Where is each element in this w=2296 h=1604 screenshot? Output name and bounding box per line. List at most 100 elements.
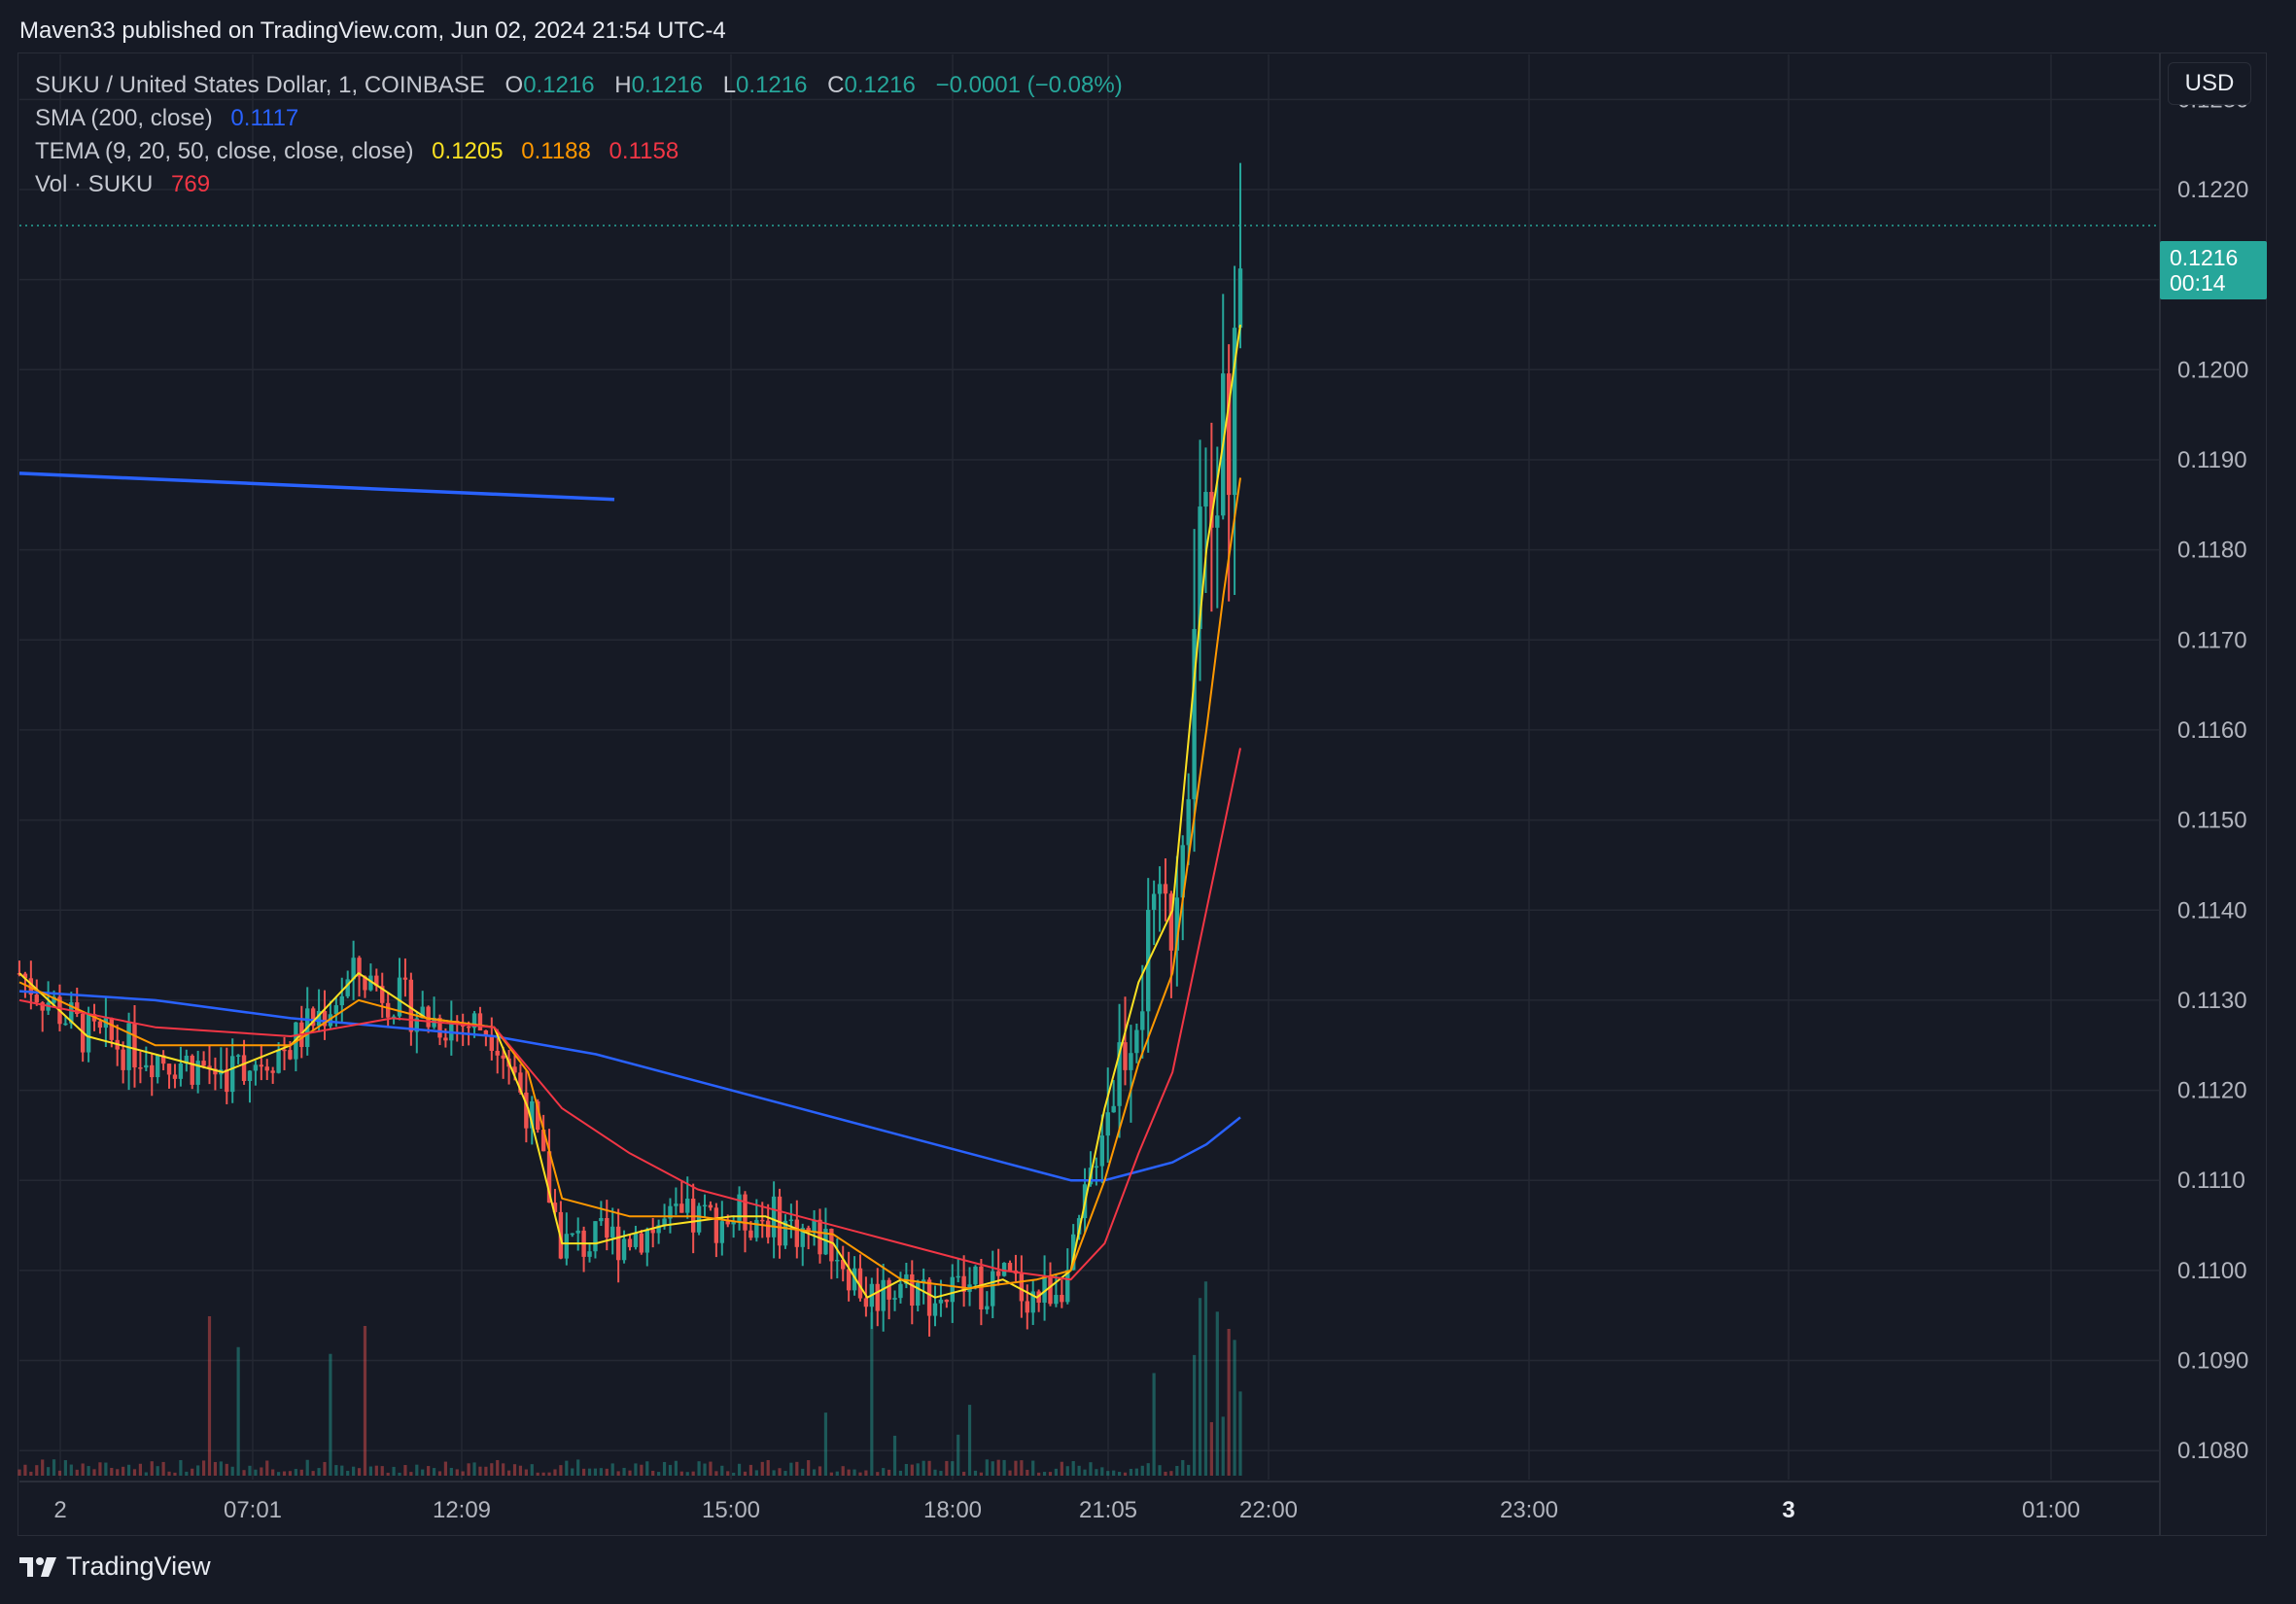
volume-bar [778,1468,782,1476]
volume-bar [1140,1465,1144,1476]
candle-body [155,1055,160,1078]
volume-bar [720,1465,724,1476]
volume-bar [248,1465,252,1476]
candle-body [926,1279,932,1316]
volume-bar [455,1469,459,1476]
candle-body [1192,629,1197,800]
price-tick-label: 0.1090 [2177,1348,2248,1375]
symbol-label[interactable]: SUKU / United States Dollar, 1, COINBASE [35,72,485,98]
candle-body [172,1074,178,1079]
sma-label[interactable]: SMA (200, close) [35,105,213,131]
candle-body [1019,1273,1025,1302]
candle-body [938,1299,944,1304]
volume-bar [645,1461,649,1476]
candle-body [536,1100,540,1131]
volume-bar [518,1465,523,1476]
volume-bar [657,1472,661,1476]
volume-bar [945,1460,949,1476]
candle-body [253,1064,259,1071]
candle-body [150,1064,155,1078]
volume-bar [334,1465,338,1476]
tema-label[interactable]: TEMA (9, 20, 50, close, close, close) [35,138,414,164]
volume-bar [541,1472,545,1476]
volume-bar [357,1468,362,1476]
volume-bar [674,1460,678,1476]
volume-bar [1181,1459,1185,1476]
candle-body [674,1203,678,1206]
candle-body [420,1006,425,1019]
legend-volume-row[interactable]: Vol · SUKU 769 [35,171,214,198]
candle-body [391,1016,397,1019]
candle-body [1060,1295,1064,1303]
candle-body [835,1259,840,1262]
candle-body [282,1049,287,1052]
candle-body [225,1069,229,1093]
footer-brand[interactable]: TradingView [19,1552,211,1582]
volume-bar [1071,1461,1075,1476]
volume-label[interactable]: Vol · SUKU [35,171,154,197]
volume-bar [640,1464,644,1476]
candle-body [846,1269,852,1291]
candle-body [524,1092,529,1129]
candle-body [1001,1263,1007,1276]
price-tick-label: 0.1180 [2177,538,2247,564]
candle-body [437,1018,442,1038]
candle-body [63,1023,68,1026]
candle-body [368,975,373,991]
volume-bar [41,1459,45,1476]
candle-body [1174,897,1180,951]
volume-bar [576,1459,580,1476]
legend-tema-row[interactable]: TEMA (9, 20, 50, close, close, close) 0.… [35,138,682,165]
volume-bar [1175,1466,1179,1476]
currency-button[interactable]: USD [2168,62,2251,105]
close-value: 0.1216 [844,72,916,98]
volume-bar [691,1471,695,1476]
candle-body [339,995,344,1006]
volume-bar [380,1466,384,1476]
volume-bar [766,1459,770,1476]
volume-bar [760,1461,764,1476]
volume-bar [230,1466,234,1476]
candle-body [230,1056,235,1093]
legend-symbol-row[interactable]: SUKU / United States Dollar, 1, COINBASE… [35,72,1127,99]
candle-body [316,1010,322,1027]
volume-bar [1215,1311,1219,1476]
volume-bar [991,1461,994,1476]
candle-body [1198,506,1202,630]
candle-body [477,1013,483,1031]
candle-body [264,1066,269,1071]
candle-body [639,1233,644,1253]
volume-bar [807,1460,811,1476]
candle-body [408,979,414,1032]
candle-body [322,1010,328,1027]
volume-bar [282,1471,287,1476]
candle-body [1140,1011,1145,1030]
volume-bar [179,1459,183,1476]
volume-bar [352,1466,356,1476]
candle-body [910,1273,915,1307]
volume-bar [823,1412,828,1476]
candle-body [887,1279,891,1300]
candle-body [363,976,367,991]
volume-bar [116,1469,120,1476]
volume-bar [185,1471,189,1476]
volume-bar [703,1463,707,1476]
candle-body [235,1055,241,1057]
volume-bar [605,1468,609,1476]
candle-body [605,1218,609,1238]
candle-body [743,1194,748,1231]
candle-body [1203,492,1208,507]
volume-bar [634,1463,638,1476]
low-label: L [722,72,737,98]
volume-bar [409,1472,413,1476]
volume-bar [219,1461,223,1476]
candle-body [69,1002,74,1024]
volume-bar [957,1434,960,1476]
candle-body [1117,1042,1122,1106]
legend-sma-row[interactable]: SMA (200, close) 0.1117 [35,105,302,132]
volume-bar [92,1469,96,1476]
price-tick-label: 0.1100 [2177,1258,2247,1284]
volume-bar [835,1471,839,1476]
candle-body [679,1203,684,1213]
